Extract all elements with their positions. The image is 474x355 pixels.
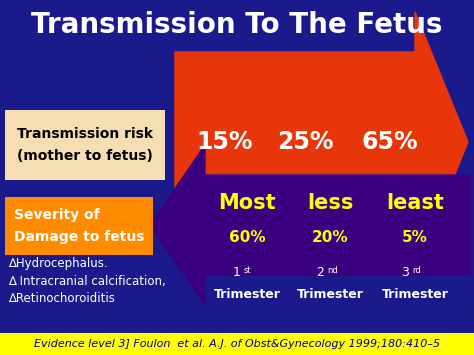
Polygon shape <box>150 145 470 305</box>
Text: ∆Retinochoroiditis: ∆Retinochoroiditis <box>8 293 115 306</box>
FancyBboxPatch shape <box>5 110 165 180</box>
FancyBboxPatch shape <box>0 333 474 355</box>
Text: 1: 1 <box>233 266 241 279</box>
Text: Trimester: Trimester <box>214 289 281 301</box>
Text: Trimester: Trimester <box>382 289 448 301</box>
Text: rd: rd <box>412 266 421 275</box>
Text: Most: Most <box>218 193 276 213</box>
Text: 25%: 25% <box>277 130 333 154</box>
Text: nd: nd <box>327 266 338 275</box>
Text: 20%: 20% <box>312 229 348 245</box>
Text: ∆Hydrocephalus.: ∆Hydrocephalus. <box>8 257 108 269</box>
Text: ∆ Intracranial calcification,: ∆ Intracranial calcification, <box>8 274 166 288</box>
Text: Severity of
Damage to fetus: Severity of Damage to fetus <box>14 208 144 244</box>
Text: 5%: 5% <box>402 229 428 245</box>
Text: 60%: 60% <box>228 229 265 245</box>
Text: Transmission To The Fetus: Transmission To The Fetus <box>31 11 443 39</box>
Text: less: less <box>307 193 353 213</box>
Text: 3: 3 <box>401 266 409 279</box>
Text: st: st <box>244 266 252 275</box>
Text: 15%: 15% <box>197 130 253 154</box>
FancyBboxPatch shape <box>5 197 153 255</box>
Text: least: least <box>386 193 444 213</box>
Text: Transmission risk
(mother to fetus): Transmission risk (mother to fetus) <box>17 127 153 163</box>
Text: Evidence level 3] Foulon  et al. A.J. of Obst&Gynecology 1999;180:410–5: Evidence level 3] Foulon et al. A.J. of … <box>34 339 440 349</box>
Text: 2: 2 <box>316 266 324 279</box>
Polygon shape <box>175 12 468 272</box>
Text: 65%: 65% <box>362 130 419 154</box>
Text: Trimester: Trimester <box>297 289 364 301</box>
